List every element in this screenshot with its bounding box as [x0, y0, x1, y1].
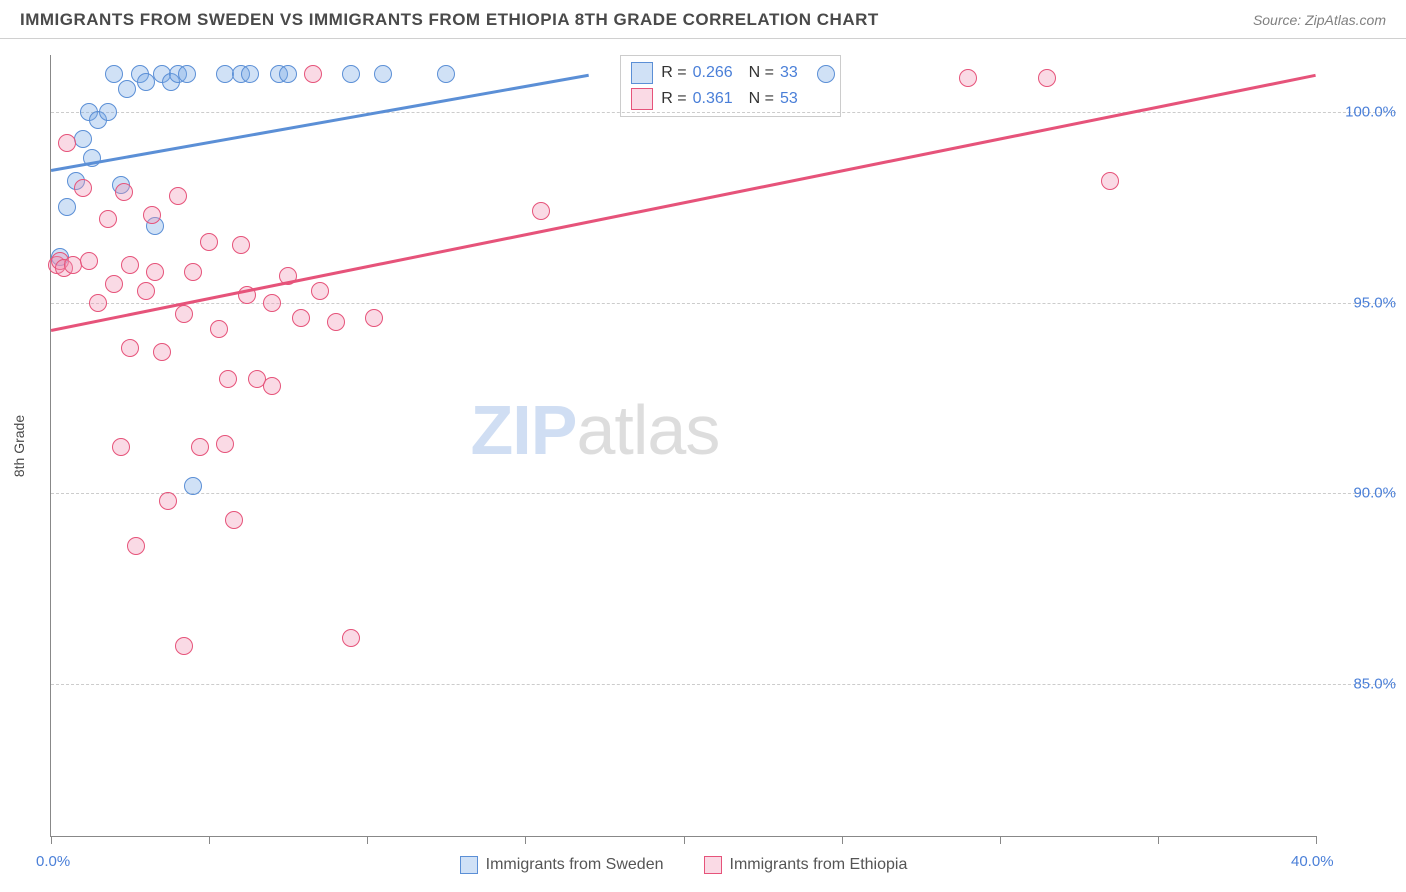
legend-swatch [704, 856, 722, 874]
source-label: Source: ZipAtlas.com [1253, 12, 1386, 28]
data-point [437, 65, 455, 83]
data-point [232, 236, 250, 254]
data-point [153, 343, 171, 361]
gridline [51, 684, 1396, 685]
chart-title: IMMIGRANTS FROM SWEDEN VS IMMIGRANTS FRO… [20, 10, 879, 30]
gridline [51, 303, 1396, 304]
data-point [327, 313, 345, 331]
data-point [112, 438, 130, 456]
data-point [216, 435, 234, 453]
data-point [143, 206, 161, 224]
gridline [51, 112, 1396, 113]
data-point [311, 282, 329, 300]
y-tick-label: 85.0% [1326, 675, 1396, 692]
x-tick [367, 836, 368, 844]
data-point [105, 65, 123, 83]
legend-label: Immigrants from Sweden [486, 856, 664, 874]
data-point [89, 294, 107, 312]
data-point [146, 263, 164, 281]
data-point [105, 275, 123, 293]
data-point [817, 65, 835, 83]
x-tick [684, 836, 685, 844]
series-legend: Immigrants from Sweden Immigrants from Et… [51, 856, 1316, 874]
y-tick-label: 100.0% [1326, 104, 1396, 121]
x-tick [51, 836, 52, 844]
x-tick [1000, 836, 1001, 844]
correlation-legend: R =0.266N =33R =0.361N =53 [620, 55, 841, 117]
data-point [225, 511, 243, 529]
data-point [58, 198, 76, 216]
legend-r-key: R = [661, 90, 686, 108]
data-point [159, 492, 177, 510]
data-point [175, 637, 193, 655]
x-axis-max-label: 40.0% [1291, 853, 1334, 870]
data-point [58, 134, 76, 152]
data-point [118, 80, 136, 98]
y-tick-label: 90.0% [1326, 485, 1396, 502]
data-point [1038, 69, 1056, 87]
data-point [74, 130, 92, 148]
legend-swatch [631, 62, 653, 84]
data-point [127, 537, 145, 555]
legend-n-key: N = [749, 64, 774, 82]
x-tick [1316, 836, 1317, 844]
watermark: ZIPatlas [471, 390, 720, 470]
y-tick-label: 95.0% [1326, 294, 1396, 311]
data-point [178, 65, 196, 83]
data-point [175, 305, 193, 323]
data-point [342, 65, 360, 83]
data-point [263, 377, 281, 395]
watermark-part1: ZIP [471, 391, 577, 469]
data-point [342, 629, 360, 647]
x-tick [209, 836, 210, 844]
data-point [279, 65, 297, 83]
data-point [121, 256, 139, 274]
gridline [51, 493, 1396, 494]
data-point [292, 309, 310, 327]
data-point [121, 339, 139, 357]
data-point [374, 65, 392, 83]
data-point [219, 370, 237, 388]
x-tick [1158, 836, 1159, 844]
data-point [210, 320, 228, 338]
x-tick [525, 836, 526, 844]
y-axis-label: 8th Grade [11, 414, 27, 476]
data-point [191, 438, 209, 456]
data-point [184, 477, 202, 495]
data-point [200, 233, 218, 251]
legend-label: Immigrants from Ethiopia [730, 856, 908, 874]
data-point [74, 179, 92, 197]
x-tick [842, 836, 843, 844]
data-point [365, 309, 383, 327]
x-axis-min-label: 0.0% [36, 853, 70, 870]
data-point [80, 252, 98, 270]
data-point [169, 187, 187, 205]
legend-swatch [460, 856, 478, 874]
data-point [241, 65, 259, 83]
data-point [137, 282, 155, 300]
legend-item: Immigrants from Ethiopia [704, 856, 908, 874]
plot-region: 8th Grade ZIPatlas R =0.266N =33R =0.361… [50, 55, 1316, 837]
data-point [263, 294, 281, 312]
legend-r-value: 0.361 [693, 90, 743, 108]
data-point [532, 202, 550, 220]
chart-area: 8th Grade ZIPatlas R =0.266N =33R =0.361… [50, 55, 1316, 837]
data-point [115, 183, 133, 201]
data-point [959, 69, 977, 87]
legend-row: R =0.266N =33 [631, 60, 830, 86]
legend-swatch [631, 88, 653, 110]
data-point [99, 103, 117, 121]
legend-n-key: N = [749, 90, 774, 108]
data-point [99, 210, 117, 228]
legend-r-key: R = [661, 64, 686, 82]
data-point [184, 263, 202, 281]
legend-r-value: 0.266 [693, 64, 743, 82]
legend-item: Immigrants from Sweden [460, 856, 664, 874]
legend-n-value: 53 [780, 90, 830, 108]
legend-row: R = 0.361 N = 53 [631, 86, 830, 112]
data-point [1101, 172, 1119, 190]
data-point [304, 65, 322, 83]
watermark-part2: atlas [576, 391, 719, 469]
